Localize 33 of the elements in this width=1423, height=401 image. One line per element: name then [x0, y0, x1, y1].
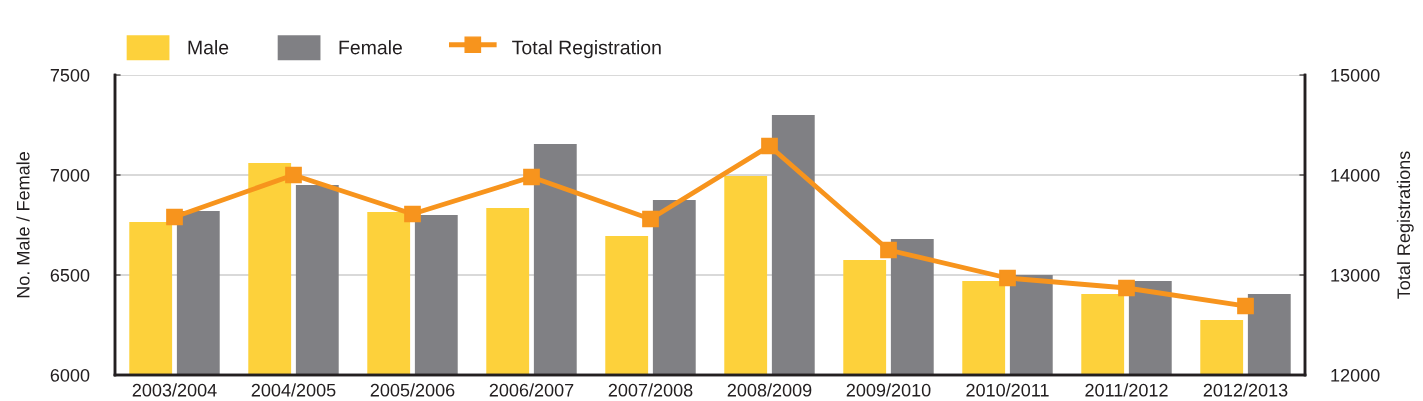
- y2-tick-label: 15000: [1331, 68, 1380, 82]
- y2-tick-label: 12000: [1331, 368, 1380, 382]
- x-tick-label: 2003/2004: [132, 383, 217, 397]
- y2-axis-title: Total Registrations: [1396, 151, 1414, 299]
- point: [999, 269, 1016, 287]
- y-tick-label: 6500: [50, 268, 90, 282]
- point: [1118, 279, 1135, 297]
- point: [1237, 297, 1254, 315]
- legend-label: Female: [339, 40, 402, 55]
- point: [404, 205, 421, 223]
- x-tick-label: 2008/2009: [727, 383, 812, 397]
- x-tick-label: 2006/2007: [489, 383, 574, 397]
- point: [761, 137, 778, 155]
- x-tick-label: 2012/2013: [1203, 383, 1288, 397]
- point: [642, 210, 659, 228]
- point: [166, 208, 183, 226]
- legend-label: Male: [188, 40, 229, 55]
- x-tick-label: 2011/2012: [1085, 383, 1168, 397]
- legend-label: Total Registration: [512, 40, 661, 59]
- y-axis-title: No. Male / Female: [16, 152, 30, 298]
- y-tick-label: 7000: [50, 168, 90, 182]
- point: [523, 168, 540, 186]
- y-tick-label: 6000: [50, 368, 90, 382]
- y2-tick-label: 13000: [1331, 268, 1380, 282]
- x-tick-label: 2010/2011: [966, 383, 1049, 397]
- y-tick-label: 7500: [50, 68, 90, 82]
- point: [880, 241, 897, 259]
- x-tick-label: 2005/2006: [370, 383, 455, 397]
- x-tick-label: 2004/2005: [251, 383, 336, 397]
- x-tick-label: 2007/2008: [608, 383, 693, 397]
- y2-tick-label: 14000: [1331, 168, 1380, 182]
- x-tick-label: 2009/2010: [846, 383, 931, 397]
- point: [285, 166, 302, 184]
